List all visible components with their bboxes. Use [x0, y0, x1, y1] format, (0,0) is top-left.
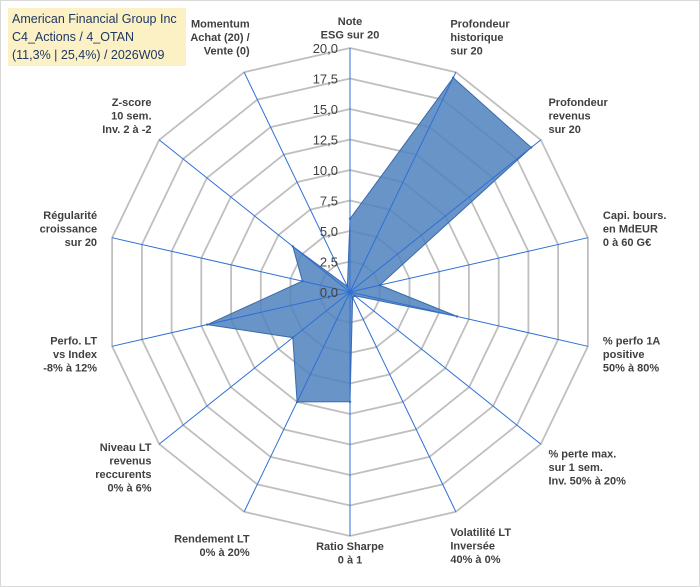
data-series-area: [205, 76, 532, 403]
radial-tick-label: 12,5: [313, 133, 338, 148]
data-point: [291, 245, 294, 248]
axis-spoke: [349, 237, 589, 293]
category-label: Ratio Sharpe 0 à 1: [316, 541, 384, 567]
data-point: [452, 76, 455, 79]
radial-tick-label: 2,5: [320, 255, 338, 270]
chart-title-box: American Financial Group Inc C4_Actions …: [8, 8, 186, 66]
radial-tick-label: 5,0: [320, 224, 338, 239]
axis-spoke: [111, 237, 351, 293]
data-point: [455, 315, 459, 318]
category-label: Niveau LT revenus reccurents 0% à 6%: [95, 442, 152, 495]
axis-spoke: [158, 291, 351, 445]
axis-spoke: [111, 291, 351, 347]
axis-spoke: [349, 139, 542, 293]
data-point: [291, 336, 294, 339]
category-label: Momentum Achat (20) / Vente (0): [190, 19, 250, 58]
axis-spoke: [349, 71, 457, 293]
category-label: Capi. bours. en MdEUR 0 à 60 G€: [603, 210, 667, 249]
axis-spoke: [349, 291, 542, 445]
radial-tick-label: 20,0: [313, 41, 338, 56]
category-label: Note ESG sur 20: [321, 16, 380, 42]
data-point: [530, 146, 533, 149]
data-point: [295, 400, 299, 404]
axis-spoke: [349, 291, 589, 347]
category-label: Volatilité LT Inversée 40% à 0%: [450, 527, 511, 566]
category-label: Profondeur revenus sur 20: [548, 97, 608, 136]
data-point: [206, 323, 209, 326]
category-label: % perte max. sur 1 sem. Inv. 50% à 20%: [548, 449, 626, 488]
radial-tick-label: 7,5: [320, 194, 338, 209]
data-point: [348, 217, 352, 220]
chart-title-period: (11,3% | 25,4%) / 2026W09: [12, 48, 165, 62]
category-label: Rendement LT 0% à 20%: [174, 534, 250, 560]
axis-spoke: [349, 291, 457, 513]
data-point: [346, 285, 349, 288]
data-point: [353, 294, 356, 297]
data-point: [348, 400, 352, 403]
radial-tick-label: 17,5: [313, 72, 338, 87]
axis-spoke: [158, 139, 351, 293]
category-label: Régularité croissance sur 20: [40, 210, 97, 249]
category-label: Profondeur historique sur 20: [450, 19, 510, 58]
chart-title-category: C4_Actions / 4_OTAN: [12, 30, 135, 44]
chart-title-company: American Financial Group Inc: [12, 12, 177, 26]
data-point: [351, 296, 354, 299]
radial-tick-label: 10,0: [313, 163, 338, 178]
category-label: % perfo 1A positive 50% à 80%: [603, 336, 661, 375]
category-label: Z-score 10 sem. Inv. 2 à -2: [102, 97, 151, 136]
category-label: Perfo. LT vs Index -8% à 12%: [43, 336, 98, 375]
data-point: [301, 279, 304, 283]
radial-tick-label: 0,0: [320, 285, 338, 300]
data-point: [378, 284, 381, 287]
radial-tick-label: 15,0: [313, 102, 338, 117]
axis-spoke: [243, 71, 351, 293]
